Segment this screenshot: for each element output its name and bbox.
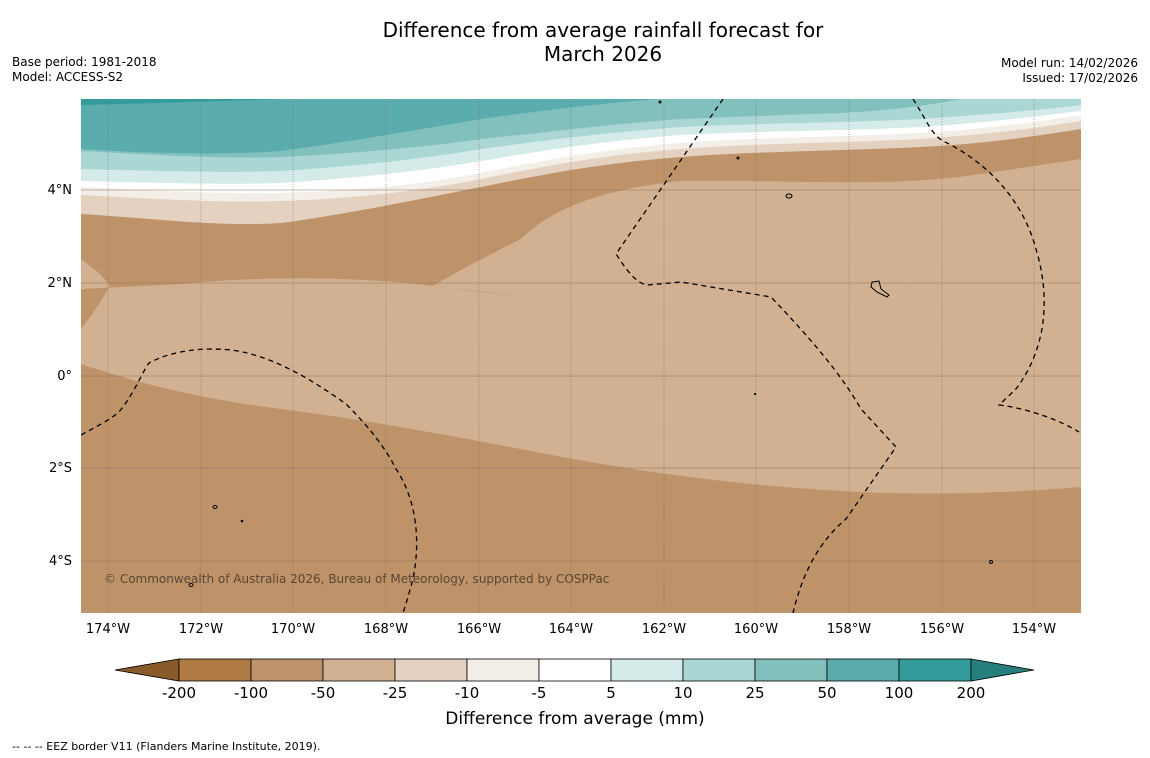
- lon-label: 170°W: [270, 622, 316, 637]
- graticule: [107, 99, 1035, 613]
- colorbar-segment: [322, 658, 396, 682]
- colorbar-tick: -10: [454, 684, 480, 702]
- colorbar-tick: 100: [884, 684, 914, 702]
- lat-label: 4°N: [47, 183, 73, 198]
- lon-label: 154°W: [1011, 622, 1057, 637]
- colorbar-segment: [682, 658, 756, 682]
- colorbar-extend-high: [970, 658, 1035, 682]
- colorbar: [114, 658, 1035, 682]
- islands: [188, 100, 993, 587]
- colorbar-segment: [754, 658, 828, 682]
- issued-date: Issued: 17/02/2026: [1022, 71, 1138, 85]
- model-info: Base period: 1981-2018 Model: ACCESS-S2: [12, 55, 157, 85]
- latitude-lines: [81, 189, 1081, 562]
- colorbar-segment: [898, 658, 972, 682]
- base-period: Base period: 1981-2018: [12, 55, 157, 69]
- band-wet-50-100: [81, 99, 661, 154]
- colorbar-tick: 25: [745, 684, 765, 702]
- colorbar-segment: [610, 658, 684, 682]
- colorbar-tick: -25: [382, 684, 408, 702]
- model-name: Model: ACCESS-S2: [12, 70, 124, 84]
- lon-label: 160°W: [733, 622, 779, 637]
- colorbar-segment: [178, 658, 252, 682]
- colorbar-segment: [394, 658, 468, 682]
- run-info: Model run: 14/02/2026 Issued: 17/02/2026: [1001, 56, 1138, 86]
- colorbar-tick: -200: [161, 684, 197, 702]
- eez-footnote: -- -- -- EEZ border V11 (Flanders Marine…: [12, 740, 321, 753]
- colorbar-tick: 10: [673, 684, 693, 702]
- lon-label: 164°W: [548, 622, 594, 637]
- colorbar-segment: [466, 658, 540, 682]
- colorbar-tick: 200: [956, 684, 986, 702]
- colorbar-segment: [538, 658, 612, 682]
- colorbar-extend-low: [114, 658, 180, 682]
- lat-label: 4°S: [48, 554, 72, 569]
- lat-label: 2°N: [47, 276, 73, 291]
- title-line-1: Difference from average rainfall forecas…: [382, 18, 824, 42]
- lon-label: 158°W: [826, 622, 872, 637]
- eez-borders: [81, 99, 1080, 613]
- map-panel: [81, 99, 1081, 613]
- colorbar-tick: 5: [606, 684, 616, 702]
- title-line-2: March 2026: [543, 42, 663, 66]
- lon-label: 172°W: [178, 622, 224, 637]
- colorbar-tick: 50: [817, 684, 837, 702]
- chart-title: Difference from average rainfall forecas…: [0, 18, 1150, 66]
- lon-label: 162°W: [641, 622, 687, 637]
- colorbar-label: Difference from average (mm): [445, 709, 705, 729]
- band-dry-25-50: [81, 99, 1081, 494]
- lon-label: 156°W: [919, 622, 965, 637]
- lon-label: 166°W: [456, 622, 502, 637]
- model-run-date: Model run: 14/02/2026: [1000, 56, 1138, 70]
- rainfall-map: [81, 99, 1081, 613]
- colorbar-segment: [250, 658, 324, 682]
- lon-label: 174°W: [85, 622, 131, 637]
- lat-label: 0°: [57, 369, 72, 384]
- lat-label: 2°S: [48, 461, 72, 476]
- colorbar-tick: -100: [233, 684, 269, 702]
- colorbar-segment: [826, 658, 900, 682]
- copyright-notice: © Commonwealth of Australia 2026, Bureau…: [104, 572, 610, 586]
- colorbar-tick: -50: [310, 684, 336, 702]
- lon-label: 168°W: [363, 622, 409, 637]
- colorbar-tick: -5: [531, 684, 547, 702]
- band-wet-100-200: [81, 99, 281, 105]
